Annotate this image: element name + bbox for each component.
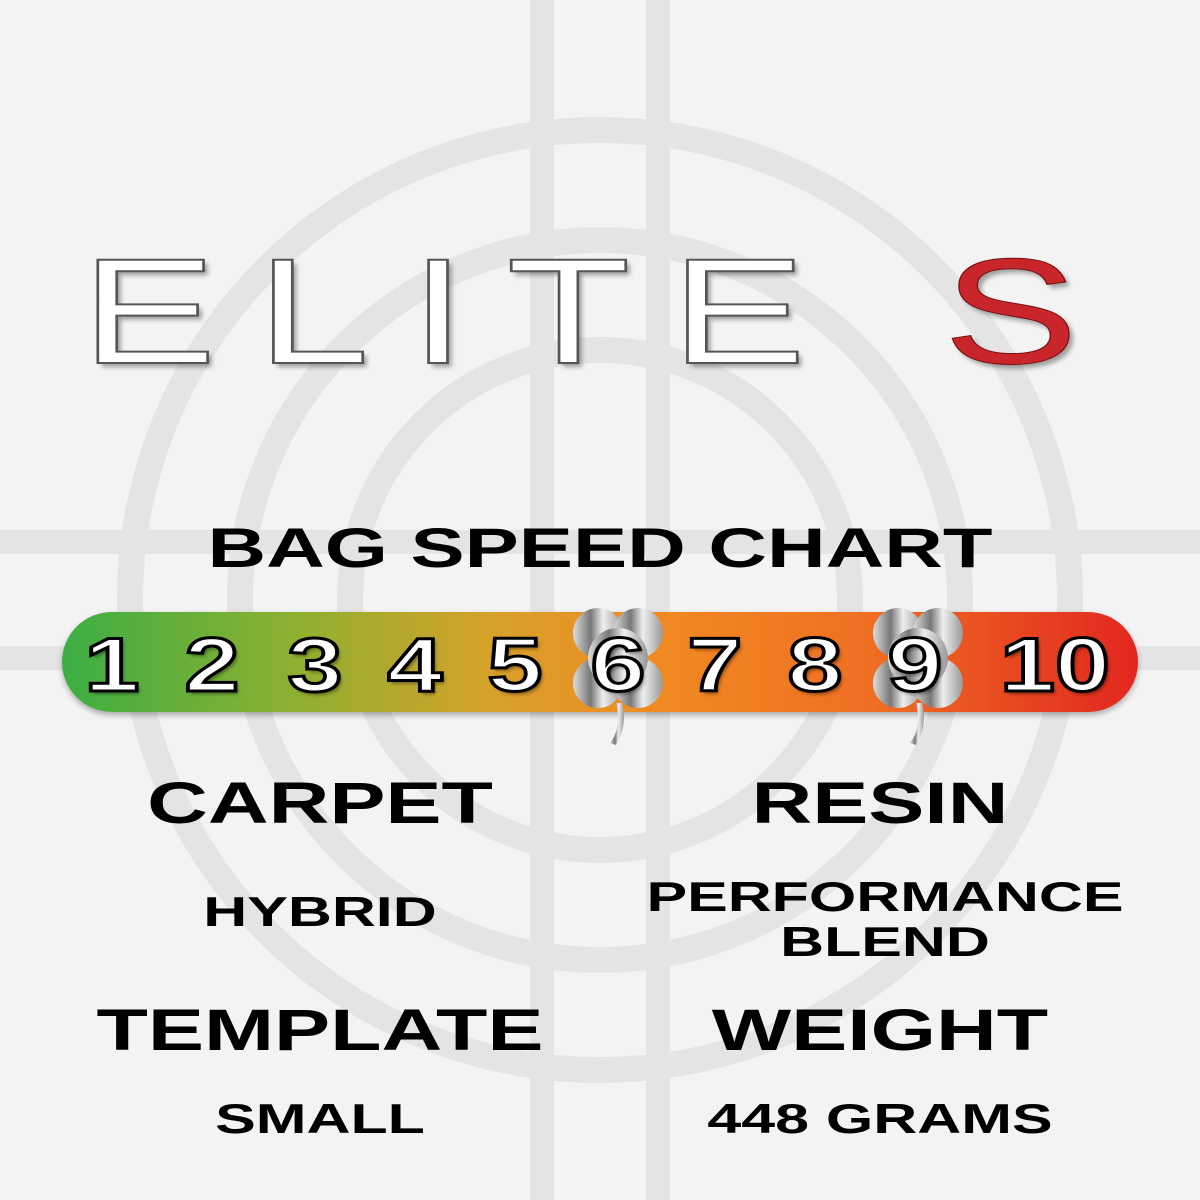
clover-icon [873, 608, 963, 745]
speed-number-9: 9 [886, 622, 945, 710]
template-value: SMALL [215, 1095, 425, 1142]
weight-label: WEIGHT [711, 998, 1049, 1063]
speed-chart-heading: BAG SPEED CHART [207, 516, 993, 579]
speed-number-6: 6 [589, 622, 648, 710]
template-label: TEMPLATE [96, 998, 544, 1063]
speed-number-2: 2 [183, 622, 242, 710]
speed-number-3: 3 [286, 622, 345, 710]
resin-value-line2: BLEND [780, 918, 990, 965]
speed-number-4: 4 [386, 622, 445, 710]
title-accent: S [943, 227, 1119, 396]
resin-value-line1: PERFORMANCE [646, 873, 1124, 920]
speed-number-5: 5 [486, 622, 545, 710]
product-title: ELITE S [80, 226, 1119, 396]
speed-number-10: 10 [998, 622, 1112, 710]
speed-number-1: 1 [83, 622, 142, 710]
resin-label: RESIN [751, 771, 1009, 836]
speed-number-7: 7 [686, 622, 745, 710]
weight-value: 448 GRAMS [707, 1095, 1053, 1142]
speed-number-8: 8 [786, 622, 845, 710]
clover-icon [573, 608, 663, 745]
carpet-label: CARPET [147, 771, 493, 836]
carpet-value: HYBRID [203, 888, 437, 935]
